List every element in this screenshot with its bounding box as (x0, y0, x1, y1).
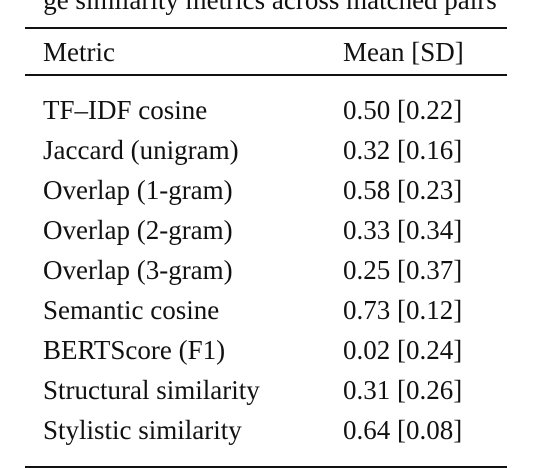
metric-cell: Semantic cosine (43, 294, 220, 325)
table-row: Stylistic similarity 0.64 [0.08] (25, 410, 507, 450)
table-row: Semantic cosine 0.73 [0.12] (25, 290, 507, 330)
value-cell: 0.02 [0.24] (343, 334, 463, 365)
value-cell: 0.25 [0.37] (343, 254, 463, 285)
value-cell: 0.33 [0.34] (343, 214, 463, 245)
value-cell: 0.58 [0.23] (343, 174, 463, 205)
metric-cell: Overlap (1-gram) (43, 174, 233, 205)
table-row: Overlap (3-gram) 0.25 [0.37] (25, 250, 507, 290)
metric-cell: Overlap (3-gram) (43, 254, 233, 285)
metric-cell: BERTScore (F1) (43, 334, 226, 365)
table-row: BERTScore (F1) 0.02 [0.24] (25, 330, 507, 370)
bottom-rule (25, 465, 507, 468)
header-metric: Metric (43, 36, 115, 67)
table-row: Structural similarity 0.31 [0.26] (25, 370, 507, 410)
metric-cell: TF–IDF cosine (43, 94, 208, 125)
metric-cell: Overlap (2-gram) (43, 214, 233, 245)
value-cell: 0.73 [0.12] (343, 294, 463, 325)
value-cell: 0.64 [0.08] (343, 414, 463, 445)
value-cell: 0.50 [0.22] (343, 94, 463, 125)
table-body: TF–IDF cosine 0.50 [0.22] Jaccard (unigr… (25, 76, 507, 466)
top-rule (25, 27, 507, 29)
value-cell: 0.32 [0.16] (343, 134, 463, 165)
table-header-row: Metric Mean [SD] (25, 29, 507, 74)
header-rule (25, 74, 507, 76)
metric-cell: Jaccard (unigram) (43, 134, 239, 165)
table-row: Overlap (2-gram) 0.33 [0.34] (25, 210, 507, 250)
table-row: Jaccard (unigram) 0.32 [0.16] (25, 130, 507, 170)
metric-cell: Stylistic similarity (43, 414, 242, 445)
header-mean-sd: Mean [SD] (343, 36, 464, 67)
table-caption: ge similarity metrics across matched pai… (43, 0, 497, 15)
table-row: TF–IDF cosine 0.50 [0.22] (25, 90, 507, 130)
value-cell: 0.31 [0.26] (343, 374, 463, 405)
table-row: Overlap (1-gram) 0.58 [0.23] (25, 170, 507, 210)
similarity-metrics-table: Metric Mean [SD] TF–IDF cosine 0.50 [0.2… (25, 27, 507, 468)
metric-cell: Structural similarity (43, 374, 260, 405)
